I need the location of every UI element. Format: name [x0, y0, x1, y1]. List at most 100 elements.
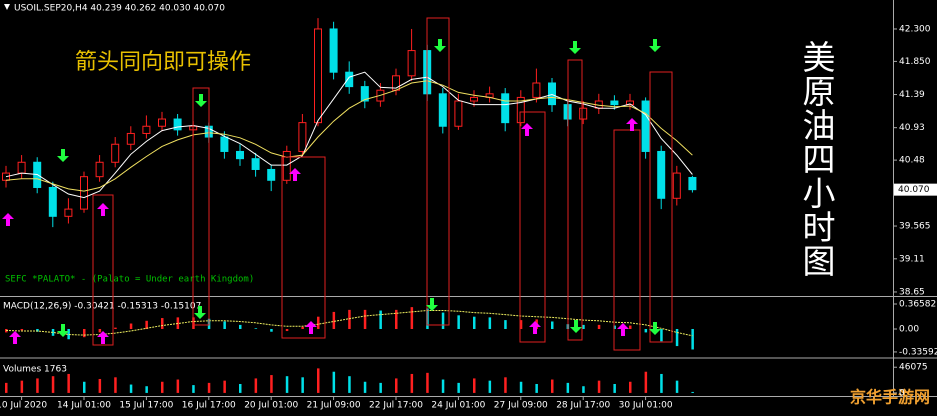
y-tick-label: 40.93 [899, 123, 925, 133]
x-tick-label: 16 Jul 17:00 [182, 401, 236, 411]
candle-body [516, 96, 525, 124]
candle-body [142, 125, 151, 134]
bar [270, 375, 273, 393]
bar [629, 325, 632, 329]
bar [114, 377, 117, 393]
candle-body [672, 172, 681, 199]
bar [395, 309, 398, 329]
candle-body [579, 107, 588, 120]
candle-body [64, 208, 73, 217]
y-tick-label: 38.65 [899, 287, 925, 297]
indicator-label: SEFC *PALATO* - (Palato = Under earth Ki… [5, 275, 254, 285]
candle-body [126, 132, 135, 145]
signal-box [567, 59, 583, 341]
buy-arrow [305, 321, 317, 334]
bar [691, 328, 694, 350]
bar [379, 310, 382, 329]
bar [473, 316, 476, 329]
sell-arrow [195, 94, 207, 107]
buy-arrow [617, 323, 629, 336]
bar [332, 311, 336, 329]
x-tick-label: 14 Jul 01:00 [57, 401, 111, 411]
bar [161, 318, 164, 329]
sell-arrow [434, 39, 446, 52]
signal-box [192, 87, 210, 326]
candle-body [360, 86, 369, 102]
macd-title: MACD(12,26,9) -0.30421 -0.15313 -0.15107 [3, 302, 201, 312]
candle-body [454, 100, 463, 127]
bar [285, 376, 289, 393]
title-icon [4, 4, 10, 10]
bar [207, 382, 211, 393]
bar [457, 382, 460, 393]
bar [457, 315, 460, 329]
bar [597, 380, 601, 393]
candle-body [626, 100, 634, 106]
bar [348, 376, 351, 393]
bar [551, 379, 554, 393]
bar [582, 386, 585, 393]
y-tick-label: 0.00 [899, 324, 919, 334]
candle-body [48, 186, 57, 217]
bar [675, 380, 679, 393]
buy-arrow [521, 123, 533, 136]
y-tick-label: 41.39 [899, 90, 925, 100]
x-tick-label: 21 Jul 09:00 [307, 401, 361, 411]
buy-arrow [529, 321, 541, 334]
bar [395, 378, 398, 393]
x-tick-label: 22 Jul 17:00 [369, 401, 423, 411]
bar [114, 327, 117, 329]
candle-body [548, 82, 556, 106]
bar [363, 381, 367, 393]
x-tick-label: 30 Jul 01:00 [619, 401, 673, 411]
bar [551, 321, 554, 329]
bar [660, 328, 663, 342]
bar [363, 309, 367, 329]
buy-arrow [626, 118, 638, 131]
bar [691, 391, 694, 393]
bar [161, 381, 164, 393]
candle-body [236, 150, 244, 160]
candle-body [298, 122, 307, 152]
bar [519, 320, 523, 329]
bar [613, 383, 616, 393]
bar [488, 317, 492, 329]
sell-arrow [426, 298, 438, 311]
bar [98, 378, 102, 393]
buy-arrow [2, 213, 14, 226]
sell-arrow [57, 149, 69, 162]
sell-arrow [569, 41, 581, 54]
volume-title: Volumes 1763 [3, 365, 67, 375]
candle-body [267, 168, 276, 181]
bar [254, 328, 258, 329]
bar [675, 328, 679, 347]
last-price-label: 40.070 [898, 185, 930, 195]
x-tick-label: 10 Jul 2020 [0, 401, 47, 411]
watermark: 京华手游网 [850, 388, 930, 407]
bar [426, 372, 429, 393]
candle-body [470, 96, 478, 102]
bar [535, 383, 538, 393]
bar [83, 381, 86, 393]
bar [441, 379, 445, 393]
bar [129, 384, 133, 393]
candle-body [111, 143, 120, 163]
candle-body [688, 176, 697, 191]
bar [317, 316, 320, 329]
candle-body [610, 100, 619, 106]
candle-body [657, 150, 666, 199]
candle-body [282, 150, 291, 181]
bar [285, 328, 289, 332]
signal-box [426, 17, 450, 326]
bar [379, 382, 382, 393]
signal-box [519, 111, 546, 343]
y-tick-label: 39.565 [899, 222, 931, 232]
bar [270, 328, 273, 332]
bar [332, 371, 336, 393]
bar [504, 320, 507, 329]
candle-body [158, 118, 166, 127]
bar [317, 368, 320, 393]
signal-box [613, 129, 641, 351]
candle-body [532, 82, 541, 98]
